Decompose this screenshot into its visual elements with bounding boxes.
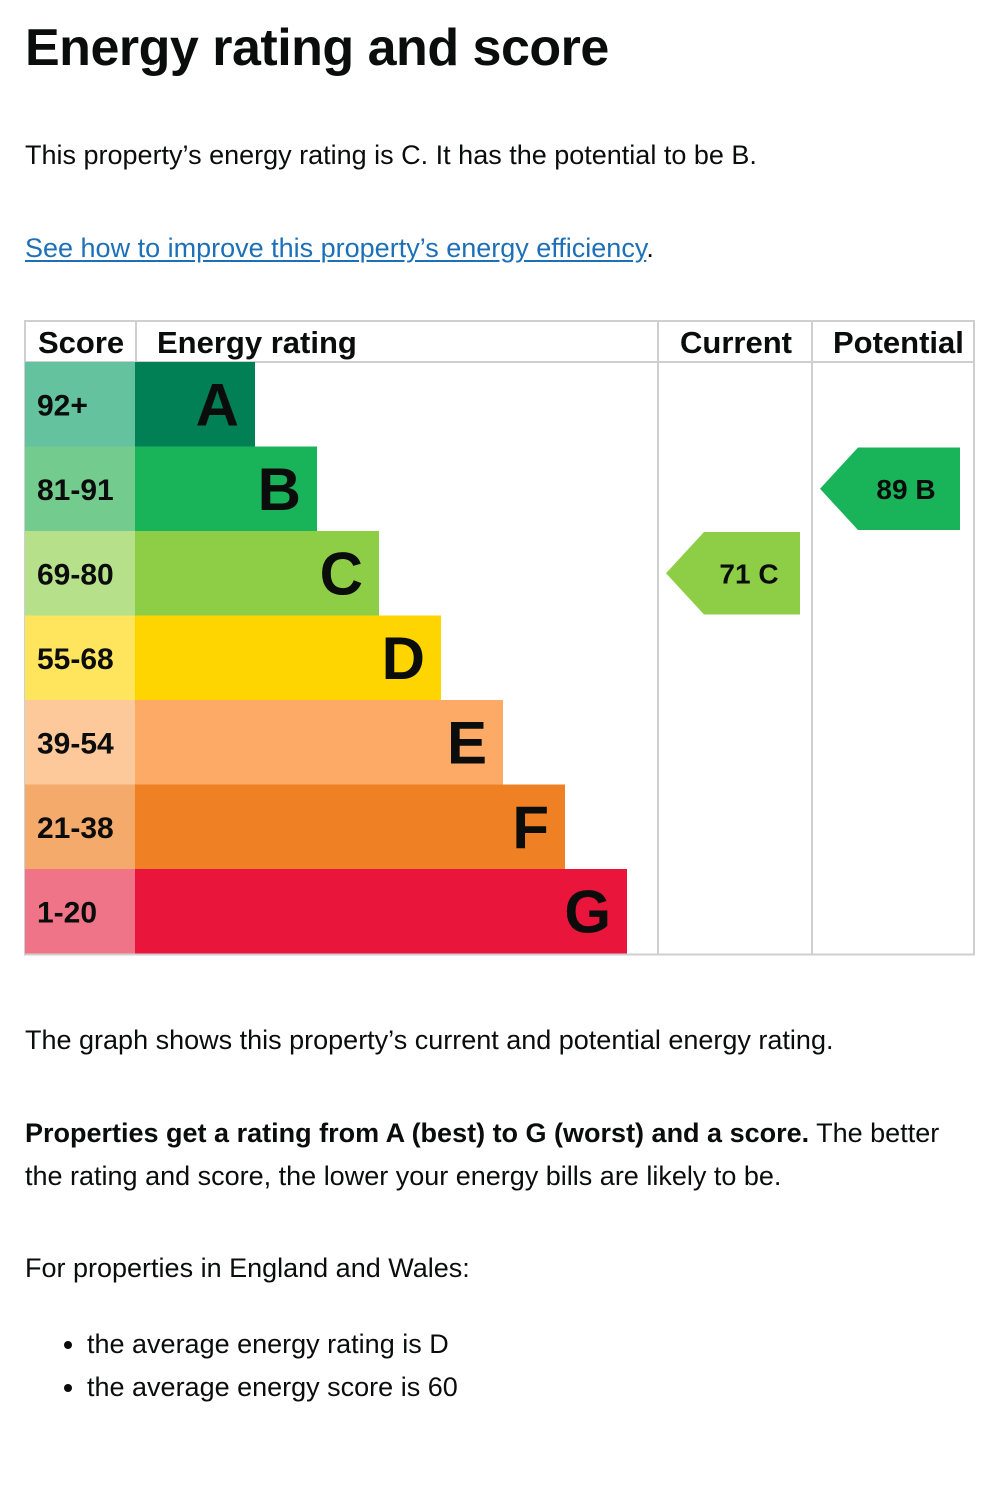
header-score: Score: [38, 325, 124, 360]
band-bar: [135, 615, 441, 700]
band-score-cell: [25, 784, 136, 869]
page-title: Energy rating and score: [25, 19, 609, 77]
band-score-range: 1-20: [37, 896, 97, 929]
improve-paragraph: See how to improve this property’s energ…: [25, 227, 975, 270]
improve-efficiency-link[interactable]: See how to improve this property’s energ…: [25, 233, 647, 263]
averages-list: the average energy rating is D the avera…: [25, 1323, 458, 1409]
band-bar: [135, 531, 379, 616]
band-score-range: 21-38: [37, 812, 114, 845]
potential-rating-arrow-shape: [820, 447, 960, 530]
band-letter: E: [447, 709, 487, 776]
band-score-range: 69-80: [37, 558, 114, 591]
rating-summary: This property’s energy rating is C. It h…: [25, 140, 757, 170]
band-score-range: 39-54: [37, 727, 114, 760]
band-g: 1-20 G: [25, 869, 627, 954]
average-intro: For properties in England and Wales:: [25, 1253, 470, 1283]
band-letter: C: [320, 540, 363, 607]
band-e: 39-54 E: [25, 700, 503, 785]
band-f: 21-38 F: [25, 784, 565, 869]
ratings-explainer-rest: The better the rating and score, the low…: [25, 1118, 940, 1191]
band-bar: [135, 362, 255, 447]
header-energy-rating: Energy rating: [157, 325, 357, 360]
energy-rating-chart: Score Energy rating Current Potential 92+ A 8…: [24, 320, 975, 956]
band-score-cell: [25, 362, 136, 447]
current-rating-arrow-shape: [666, 532, 800, 615]
average-score-item: the average energy score is 60: [87, 1366, 458, 1409]
band-bar: [135, 869, 627, 954]
ratings-explainer: Properties get a rating from A (best) to…: [25, 1112, 975, 1198]
band-score-range: 81-91: [37, 474, 114, 507]
graph-caption: The graph shows this property’s current …: [25, 1025, 834, 1055]
potential-rating-arrow: 89 B: [820, 447, 960, 530]
band-score-range: 55-68: [37, 643, 114, 676]
band-bar: [135, 700, 503, 785]
band-letter: G: [564, 878, 611, 945]
band-bar: [135, 784, 565, 869]
average-rating-item: the average energy rating is D: [87, 1323, 458, 1366]
band-score-cell: [25, 700, 136, 785]
band-c: 69-80 C: [25, 531, 379, 616]
potential-rating-arrow-label: 89 B: [876, 474, 935, 505]
header-potential: Potential: [833, 325, 964, 360]
band-letter: D: [382, 625, 425, 692]
header-current: Current: [680, 325, 792, 360]
current-rating-arrow: 71 C: [666, 532, 800, 615]
band-letter: A: [196, 371, 239, 438]
band-b: 81-91 B: [25, 446, 317, 531]
band-score-cell: [25, 869, 136, 954]
band-score-range: 92+: [37, 389, 88, 422]
band-a: 92+ A: [25, 362, 255, 447]
improve-link-suffix: .: [646, 233, 654, 263]
band-bar: [135, 446, 317, 531]
band-score-cell: [25, 615, 136, 700]
band-d: 55-68 D: [25, 615, 441, 700]
band-score-cell: [25, 446, 136, 531]
band-score-cell: [25, 531, 136, 616]
band-letter: F: [512, 794, 549, 861]
ratings-explainer-bold: Properties get a rating from A (best) to…: [25, 1118, 810, 1148]
band-letter: B: [258, 456, 301, 523]
current-rating-arrow-label: 71 C: [719, 558, 778, 589]
